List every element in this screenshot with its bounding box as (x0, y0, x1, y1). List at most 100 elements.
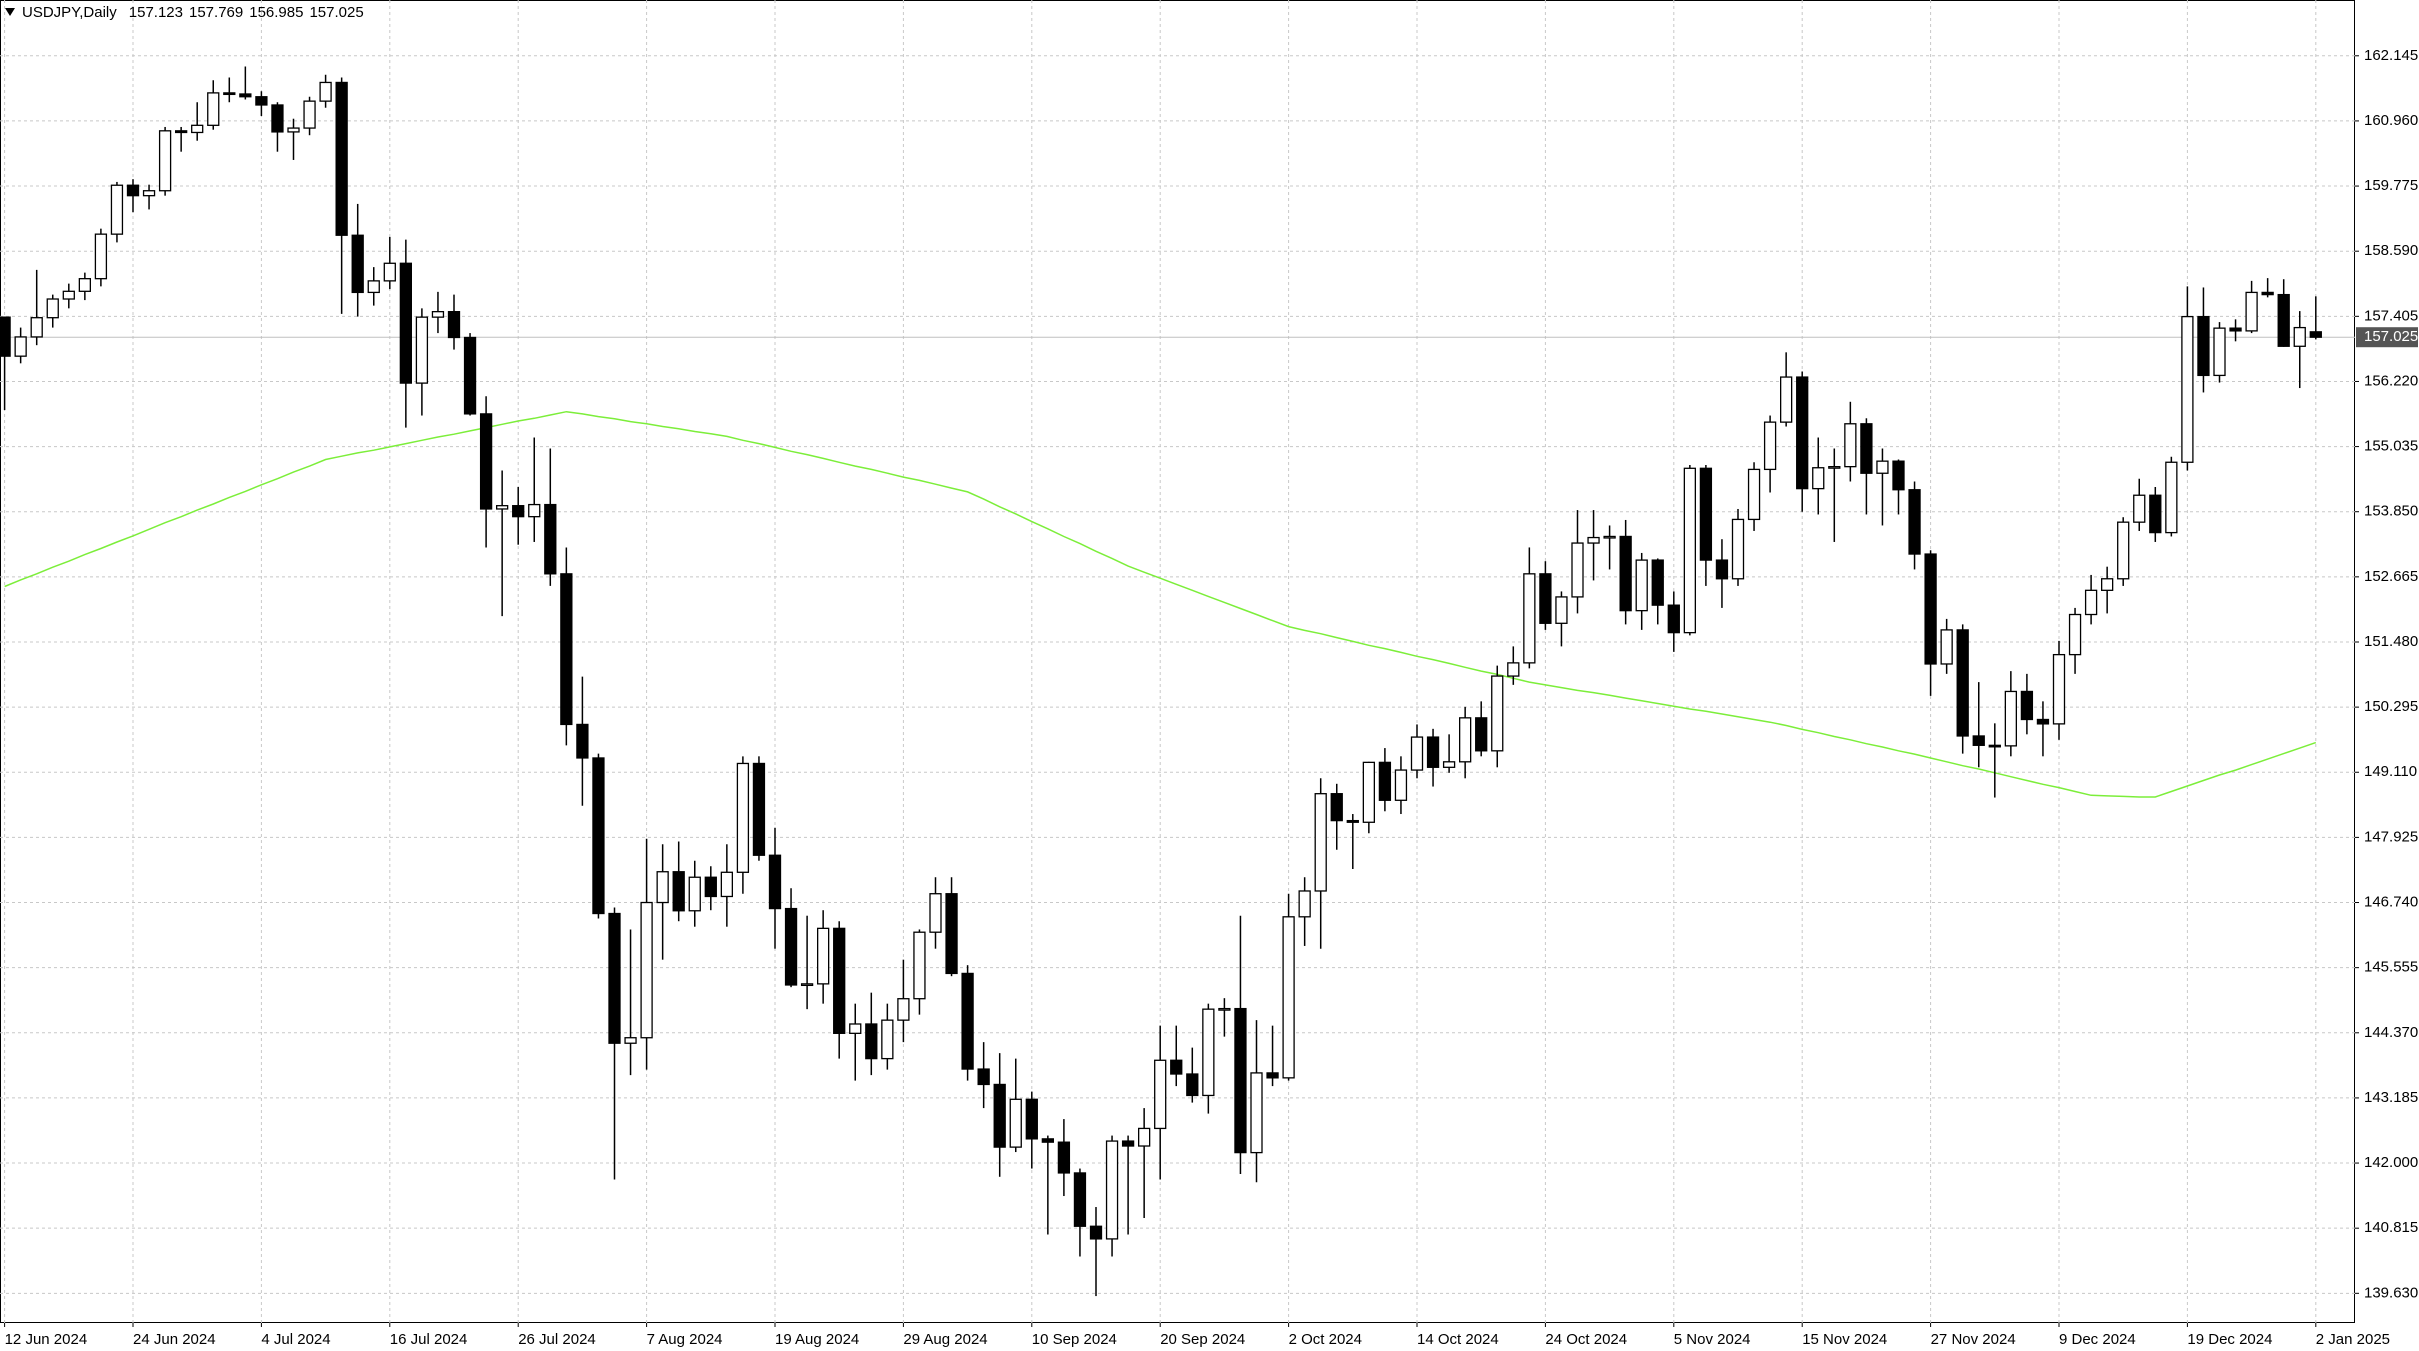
candle-body (110, 184, 124, 235)
candle-body (142, 190, 156, 197)
candle-body (1731, 518, 1745, 580)
candle-body (126, 184, 140, 197)
candle-body (30, 317, 43, 338)
candle-body (303, 100, 316, 129)
candle-body (1089, 1225, 1103, 1240)
candle-body (1202, 1008, 1215, 1097)
candle-body (1988, 744, 2001, 748)
candle-body (2004, 690, 2017, 747)
candle-body (1507, 662, 1520, 677)
candle-body (2133, 494, 2146, 523)
candle-body (2245, 291, 2258, 332)
candle-body (945, 893, 958, 975)
candle-body (0, 316, 11, 357)
candle-body (704, 876, 717, 898)
symbol-title: USDJPY,Daily (22, 4, 117, 21)
y-tick-label: 158.590 (2364, 242, 2418, 259)
candle-body (2229, 327, 2242, 332)
candle-body (1876, 460, 1889, 474)
candle-body (1218, 1007, 1231, 1011)
x-tick-label: 2 Oct 2024 (1289, 1331, 1362, 1348)
y-tick-label: 144.370 (2364, 1024, 2418, 1041)
candle-body (1410, 736, 1424, 771)
candle-body (495, 505, 509, 510)
candle-body (897, 998, 910, 1021)
candle-body (1635, 559, 1648, 612)
candle-body (46, 298, 59, 319)
candle-body (640, 901, 653, 1039)
y-tick-label: 150.295 (2364, 698, 2418, 715)
candle-body (1699, 467, 1713, 561)
candle-body (1346, 819, 1359, 823)
candles (0, 66, 2322, 1297)
candle-body (1394, 769, 1408, 801)
candle-body (399, 262, 413, 384)
candle-body (415, 316, 429, 384)
candle-body (961, 972, 974, 1070)
candle-body (383, 262, 396, 282)
candle-body (2036, 718, 2050, 725)
candle-body (1796, 376, 1809, 490)
x-tick-label: 19 Dec 2024 (2187, 1331, 2272, 1348)
candle-body (1475, 717, 1488, 752)
candle-body (1587, 536, 1600, 544)
candle-body (849, 1023, 862, 1034)
grid (0, 0, 2355, 1323)
y-tick-label: 160.960 (2364, 112, 2418, 129)
collapse-icon[interactable] (5, 8, 15, 16)
candle-body (158, 130, 172, 192)
x-tick-label: 15 Nov 2024 (1802, 1331, 1887, 1348)
y-tick-label: 162.145 (2364, 47, 2418, 64)
candle-body (576, 723, 589, 759)
candle-body (1555, 596, 1568, 624)
y-tick-label: 153.850 (2364, 503, 2418, 520)
candle-body (1940, 629, 1953, 665)
candle-body (1539, 573, 1552, 624)
candle-body (1442, 761, 1456, 768)
candle-body (479, 413, 493, 510)
candle-body (1860, 423, 1873, 474)
y-tick-label: 149.110 (2364, 763, 2417, 780)
y-tick-label: 159.775 (2364, 177, 2418, 194)
candle-body (1667, 604, 1680, 634)
candle-body (1924, 553, 1937, 665)
moving-average (0, 336, 2355, 798)
candle-body (1747, 468, 1761, 521)
candle-body (223, 92, 236, 96)
x-tick-label: 14 Oct 2024 (1417, 1331, 1499, 1348)
y-tick-label: 152.665 (2364, 568, 2418, 585)
y-tick-label: 143.185 (2364, 1089, 2418, 1106)
candle-body (1057, 1141, 1071, 1174)
y-tick-label: 142.000 (2364, 1154, 2418, 1171)
candle-body (335, 81, 348, 236)
candle-body (271, 104, 284, 133)
candle-body (560, 573, 573, 726)
x-tick-label: 26 Jul 2024 (518, 1331, 596, 1348)
candle-body (463, 336, 477, 415)
last-price-label: 157.025 (2364, 328, 2418, 345)
candle-body (1041, 1138, 1054, 1143)
candle-body (1025, 1098, 1038, 1140)
chart-header: USDJPY,Daily 157.123 157.769 156.985 157.025 (22, 4, 364, 21)
candle-body (913, 931, 926, 1000)
candle-body (993, 1083, 1006, 1148)
candle-body (2181, 315, 2194, 463)
x-tick-label: 16 Jul 2024 (390, 1331, 468, 1348)
candle-body (239, 93, 252, 98)
candle-body (1571, 542, 1584, 598)
candle-body (1154, 1059, 1167, 1130)
candle-body (1651, 559, 1664, 606)
x-tick-label: 20 Sep 2024 (1160, 1331, 1245, 1348)
candle-body (1828, 466, 1841, 469)
candle-body (688, 876, 701, 912)
candle-body (2020, 690, 2034, 721)
candle-body (1009, 1098, 1022, 1148)
x-tick-label: 12 Jun 2024 (5, 1331, 88, 1348)
candle-body (672, 871, 685, 912)
candle-body (544, 503, 557, 575)
candle-body (1908, 489, 1921, 555)
candle-body (1491, 675, 1504, 752)
candle-body (624, 1037, 637, 1044)
candle-body (62, 290, 75, 300)
